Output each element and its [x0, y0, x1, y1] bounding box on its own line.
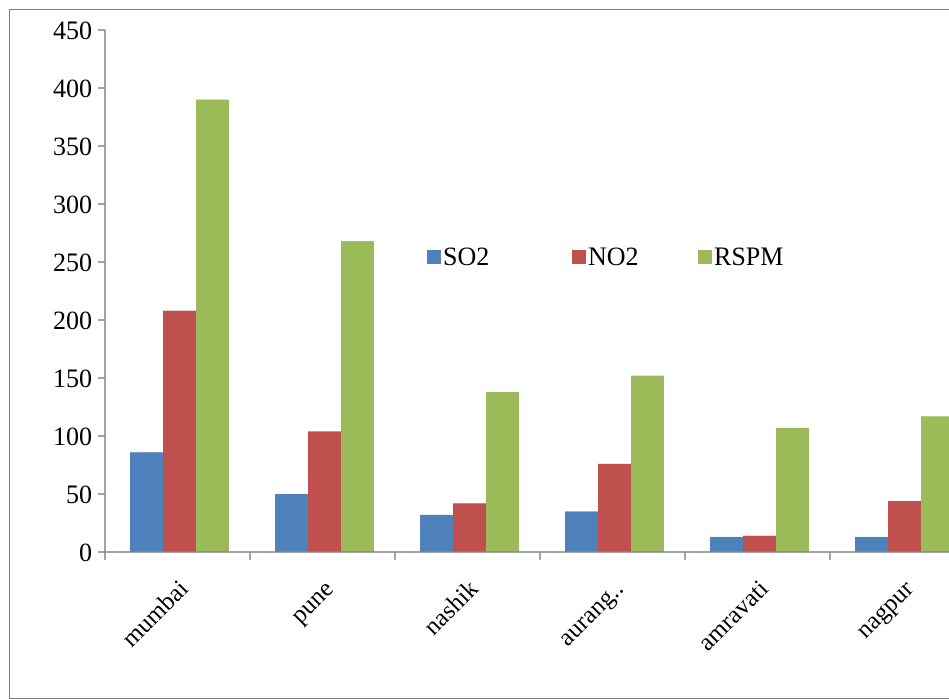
y-tick-label: 0: [79, 538, 92, 567]
bar-so2-5: [855, 536, 888, 552]
y-tick-label: 250: [53, 248, 92, 277]
y-tick-label: 150: [53, 364, 92, 393]
category-label: nashik: [418, 575, 484, 641]
category-label: nagpur: [851, 575, 920, 644]
bar-rspm-2: [486, 391, 519, 552]
y-axis: 0 50 100 150 200 250 300 350 400 450: [53, 16, 106, 567]
bars: [130, 99, 949, 552]
bar-rspm-5: [921, 416, 949, 552]
y-tick-label: 450: [53, 16, 92, 45]
category-label: pune: [285, 575, 338, 628]
bar-no2-3: [598, 463, 631, 552]
legend-label-no2: NO2: [588, 242, 639, 271]
bar-rspm-0: [196, 99, 229, 552]
bar-no2-2: [453, 503, 486, 552]
bar-no2-5: [888, 500, 921, 552]
y-tick-label: 350: [53, 132, 92, 161]
category-label: mumbai: [117, 575, 194, 652]
bar-no2-0: [163, 310, 196, 552]
legend-label-rspm: RSPM: [714, 242, 783, 271]
y-tick-label: 400: [53, 74, 92, 103]
bar-no2-4: [743, 535, 776, 552]
y-tick-label: 50: [66, 480, 92, 509]
category-label: aurang..: [553, 575, 629, 651]
legend-swatch-no2: [572, 250, 586, 264]
y-tick-label: 200: [53, 306, 92, 335]
legend-swatch-so2: [427, 250, 441, 264]
bar-no2-1: [308, 431, 341, 552]
bar-so2-2: [420, 514, 453, 552]
x-axis: mumbai pune nashik aurang.. amravati nagpur: [104, 551, 949, 656]
legend-swatch-rspm: [698, 250, 712, 264]
category-label: amravati: [693, 575, 774, 656]
bar-so2-1: [275, 494, 308, 552]
bar-rspm-1: [341, 241, 374, 552]
legend: SO2 NO2 RSPM: [427, 242, 783, 271]
legend-label-so2: SO2: [443, 242, 489, 271]
bar-rspm-4: [776, 427, 809, 552]
bar-so2-3: [565, 511, 598, 552]
y-tick-label: 100: [53, 422, 92, 451]
y-tick-label: 300: [53, 190, 92, 219]
bar-so2-4: [710, 536, 743, 552]
bar-so2-0: [130, 452, 163, 552]
bar-rspm-3: [631, 375, 664, 552]
